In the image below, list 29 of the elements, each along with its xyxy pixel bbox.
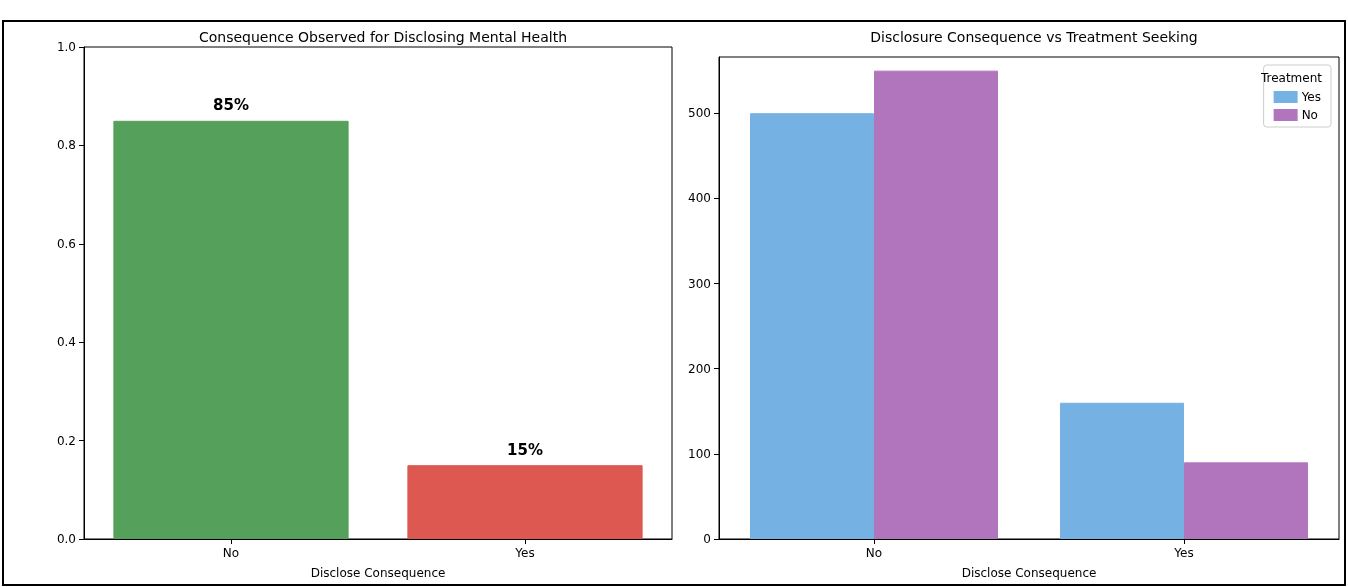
bar [874, 70, 998, 539]
y-tick-label: 0 [703, 532, 711, 546]
chart-title: Disclosure Consequence vs Treatment Seeking [870, 29, 1198, 45]
y-tick-label: 300 [688, 276, 711, 291]
bar [1184, 462, 1308, 539]
bar [750, 113, 874, 539]
y-tick-label: 1.0 [56, 40, 76, 54]
y-tick-label: 0.6 [56, 236, 76, 251]
legend-label: Yes [1300, 90, 1321, 104]
x-axis-title: Disclose Consequence [310, 566, 446, 580]
y-tick-label: 0.8 [56, 138, 76, 153]
data-label: 85% [213, 96, 249, 115]
legend-title: Treatment [1259, 71, 1323, 85]
x-tick-label: Yes [514, 546, 535, 560]
y-tick-label: 0.4 [56, 335, 76, 350]
chart-title: Consequence Observed for Disclosing Mental Health [198, 29, 568, 45]
y-tick-label: 500 [688, 106, 711, 121]
x-tick-label: Yes [1173, 546, 1194, 560]
x-axis-title: Disclose Consequence [961, 566, 1097, 580]
x-tick-label: No [865, 546, 883, 560]
x-tick-label: No [222, 546, 240, 560]
bar [1060, 402, 1184, 539]
data-label: 15% [507, 440, 543, 459]
y-tick-label: 0.2 [56, 433, 76, 448]
y-tick-label: 100 [688, 446, 711, 461]
legend-label: No [1301, 108, 1318, 122]
y-tick-label: 0.0 [56, 532, 76, 546]
y-tick-label: 200 [688, 361, 711, 376]
y-tick-label: 400 [688, 191, 711, 206]
